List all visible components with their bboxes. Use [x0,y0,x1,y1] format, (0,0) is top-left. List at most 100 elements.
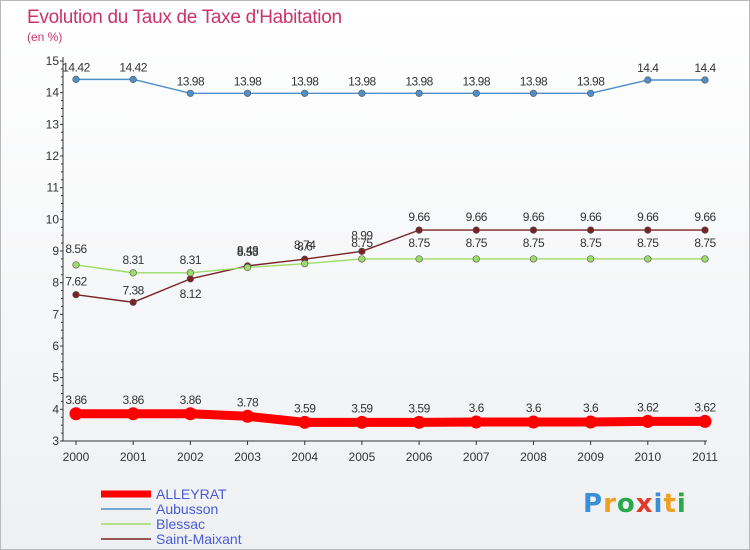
data-label: 14.4 [694,61,716,75]
data-point [701,255,709,263]
y-tick-label: 14 [46,86,60,100]
x-tick-label: 2010 [634,450,661,464]
data-point [529,89,538,97]
x-tick-label: 2007 [463,450,490,464]
logo-letter: r [603,489,617,519]
data-point [301,89,309,97]
data-label: 13.98 [177,74,205,88]
data-label: 8.12 [180,287,202,301]
data-point [358,89,366,97]
logo-letter: i [676,489,687,519]
y-tick-label: 5 [52,371,59,385]
data-point [526,415,540,429]
legend-label: ALLEYRAT [156,486,227,502]
series-alleyrat [69,407,712,429]
logo-letter: P [583,489,604,519]
data-label: 8.75 [580,236,602,250]
y-tick-label: 13 [46,117,60,131]
data-label: 3.59 [294,401,316,415]
x-tick-label: 2011 [692,450,718,464]
series-line [75,229,705,303]
data-point [355,415,369,429]
data-point [701,226,709,234]
data-label: 13.98 [577,74,605,88]
data-point [126,407,140,421]
data-point [186,269,194,277]
data-point [129,75,137,83]
data-label: 14.4 [637,61,659,75]
x-tick-label: 2006 [406,450,433,464]
x-tick-label: 2001 [120,450,147,464]
data-label: 8.31 [180,253,202,267]
data-label: 9.66 [523,210,545,224]
data-point [644,255,652,263]
data-label: 13.98 [520,74,548,88]
data-point [472,226,480,234]
data-label: 3.86 [180,393,202,407]
data-point [529,255,538,263]
legend-label: Saint-Maixant [156,531,242,547]
data-label: 3.62 [694,400,716,414]
data-point [243,89,252,97]
legend-item-alleyrat: ALLEYRAT [101,486,227,502]
data-label: 8.75 [466,236,488,250]
data-point [241,409,255,423]
series-line [75,258,705,274]
data-point [129,298,137,306]
data-point [415,89,423,97]
proxiti-logo: Proxiti [583,489,687,519]
series-line [76,409,705,427]
data-point [129,269,137,277]
series-aubusson [72,75,709,97]
x-tick-label: 2003 [234,450,261,464]
y-tick-label: 3 [52,434,59,448]
data-point [186,275,194,283]
data-label: 3.62 [637,400,659,414]
series-line [76,78,705,95]
data-point [358,255,366,263]
logo-letter: x [635,489,654,519]
data-label: 3.6 [583,401,599,415]
data-label: 8.75 [523,236,545,250]
data-label: 9.66 [466,210,488,224]
legend-item-saint-maixant: Saint-Maixant [101,531,242,547]
data-point [186,89,194,97]
data-label: 9.66 [408,210,430,224]
data-label: 7.38 [123,283,145,297]
data-label: 3.6 [526,401,542,415]
data-point [243,263,252,272]
data-point [644,76,652,84]
data-label: 13.98 [463,74,491,88]
logo-letter: i [653,489,664,519]
y-tick-label: 12 [46,149,60,163]
x-tick-label: 2005 [349,450,376,464]
x-tick-label: 2000 [63,450,90,464]
y-tick-label: 9 [52,244,59,258]
data-label: 3.86 [65,393,87,407]
data-label: 13.98 [234,74,262,88]
data-label: 8.99 [351,228,373,242]
data-label: 13.98 [291,74,319,88]
data-label: 3.59 [408,401,430,415]
data-label: 8.75 [351,236,373,250]
data-label: 8.75 [694,236,716,250]
data-point [587,255,595,263]
data-point [72,261,80,269]
data-label: 14.42 [62,60,90,74]
y-tick-label: 4 [52,402,59,416]
series-blessac [72,255,709,277]
data-point [587,89,595,97]
data-label: 8.53 [237,245,259,259]
data-label: 3.6 [469,401,485,415]
data-point [298,415,312,429]
data-label: 13.98 [405,74,433,88]
data-label: 3.59 [351,401,373,415]
data-label: 3.86 [123,393,145,407]
data-point [415,255,423,263]
legend-label: Aubusson [156,501,218,517]
data-point [472,255,480,263]
data-label: 8.74 [294,238,316,252]
data-label: 9.66 [694,210,716,224]
